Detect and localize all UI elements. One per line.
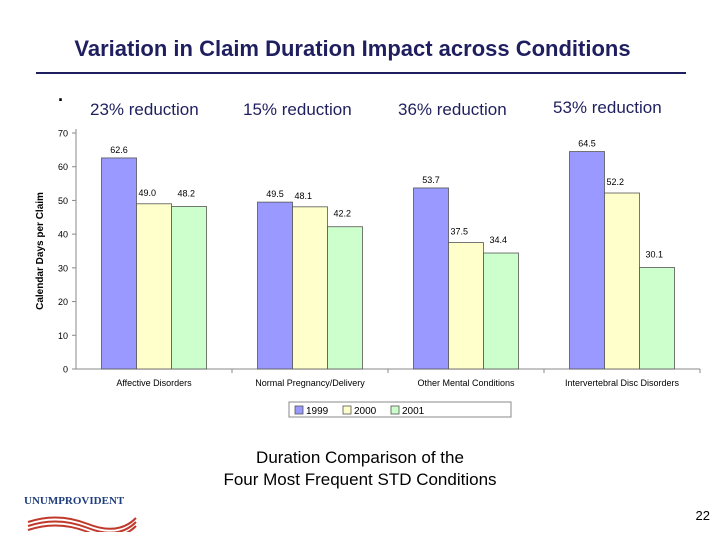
data-label: 48.2	[178, 188, 196, 198]
bar	[448, 242, 484, 370]
bar	[171, 206, 207, 370]
y-tick-label: 50	[58, 196, 68, 206]
chart-caption: Duration Comparison of the Four Most Fre…	[0, 447, 720, 491]
y-tick-label: 40	[58, 230, 68, 240]
y-tick-label: 10	[58, 331, 68, 341]
data-label: 64.5	[578, 139, 596, 149]
reduction-label-mental: 36% reduction	[398, 100, 507, 119]
data-label: 48.1	[295, 191, 313, 201]
caption-line-1: Duration Comparison of the	[256, 448, 464, 467]
bar	[639, 267, 675, 370]
legend-swatch	[342, 405, 352, 415]
data-label: 42.2	[334, 209, 352, 219]
y-tick-label: 70	[58, 129, 68, 139]
data-label: 34.4	[490, 235, 508, 245]
bar	[413, 187, 449, 370]
data-label: 52.2	[607, 177, 625, 187]
bullet-mark: ·	[58, 90, 64, 110]
bar	[257, 201, 293, 370]
data-label: 53.7	[422, 175, 440, 185]
legend-swatch	[294, 405, 304, 415]
data-label: 37.5	[451, 227, 469, 237]
category-label: Other Mental Conditions	[417, 378, 515, 388]
title-divider	[36, 72, 686, 74]
data-label: 62.6	[110, 145, 128, 155]
bar	[483, 252, 519, 370]
reduction-label-pregnancy: 15% reduction	[243, 100, 352, 119]
data-label: 30.1	[646, 250, 664, 260]
bar	[292, 206, 328, 370]
legend-label: 2000	[354, 406, 377, 417]
bar	[604, 192, 640, 370]
category-label: Intervertebral Disc Disorders	[565, 378, 680, 388]
y-axis-label: Calendar Days per Claim	[35, 192, 46, 310]
slide-title: Variation in Claim Duration Impact acros…	[74, 36, 631, 61]
data-label: 49.0	[139, 188, 157, 198]
reduction-label-disc: 53% reduction	[553, 98, 662, 117]
y-tick-label: 60	[58, 162, 68, 172]
bar	[101, 157, 137, 370]
bar	[327, 226, 363, 370]
y-tick-label: 0	[63, 365, 68, 375]
y-tick-label: 20	[58, 297, 68, 307]
data-label: 49.5	[266, 189, 284, 199]
bar-chart: Calendar Days per Claim 0 10 20 30 40 50 60 70 62…	[35, 129, 701, 418]
flag-stripes	[27, 516, 137, 532]
legend-label: 1999	[306, 406, 329, 417]
bar	[569, 151, 605, 370]
caption-line-2: Four Most Frequent STD Conditions	[223, 470, 497, 489]
bar	[136, 203, 172, 370]
category-label: Normal Pregnancy/Delivery	[255, 378, 365, 388]
logo-wordmark: UNUMPROVIDENT	[24, 495, 125, 507]
page-number: 22	[695, 508, 710, 523]
category-label: Affective Disorders	[116, 378, 192, 388]
y-tick-label: 30	[58, 263, 68, 273]
legend-swatch	[390, 405, 400, 415]
company-logo: UNUMPROVIDENT	[24, 495, 137, 532]
legend-label: 2001	[402, 406, 425, 417]
reduction-label-affective: 23% reduction	[90, 100, 199, 119]
